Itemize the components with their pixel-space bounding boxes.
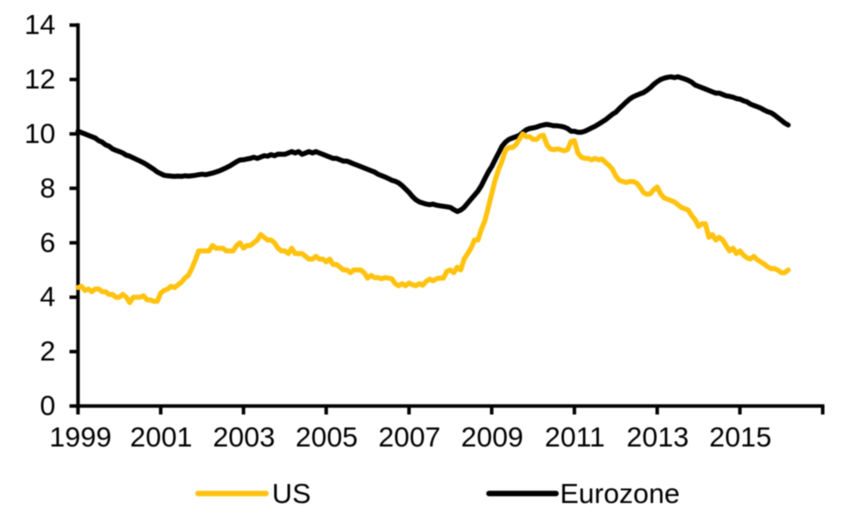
svg-text:0: 0 [40, 390, 56, 421]
svg-text:4: 4 [40, 281, 56, 312]
svg-text:2003: 2003 [213, 422, 275, 453]
svg-text:2007: 2007 [378, 422, 440, 453]
svg-text:12: 12 [24, 64, 55, 95]
svg-text:8: 8 [40, 172, 56, 203]
svg-text:6: 6 [40, 227, 56, 258]
svg-text:2011: 2011 [545, 422, 605, 453]
svg-text:10: 10 [24, 118, 55, 149]
svg-text:Eurozone: Eurozone [560, 478, 680, 509]
svg-text:1999: 1999 [49, 422, 111, 453]
svg-text:2: 2 [40, 336, 56, 367]
svg-text:2009: 2009 [461, 422, 523, 453]
svg-text:2015: 2015 [709, 422, 771, 453]
svg-text:2005: 2005 [296, 422, 358, 453]
svg-text:2013: 2013 [627, 422, 689, 453]
svg-text:2001: 2001 [130, 422, 192, 453]
svg-text:14: 14 [24, 9, 55, 40]
svg-text:US: US [272, 478, 311, 509]
